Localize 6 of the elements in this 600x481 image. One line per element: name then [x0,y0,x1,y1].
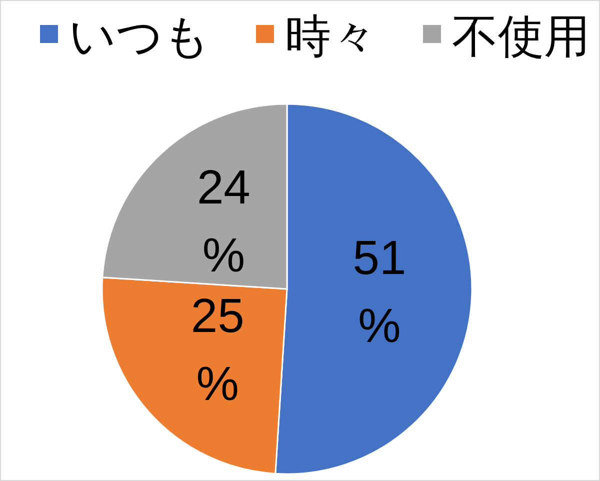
data-label: 51% [352,231,406,352]
legend-label: 不使用 [452,9,590,64]
legend-label: 時々 [285,9,377,64]
data-label: 24% [196,161,250,282]
data-label: 25% [190,290,244,411]
legend-label: いつも [69,9,210,64]
